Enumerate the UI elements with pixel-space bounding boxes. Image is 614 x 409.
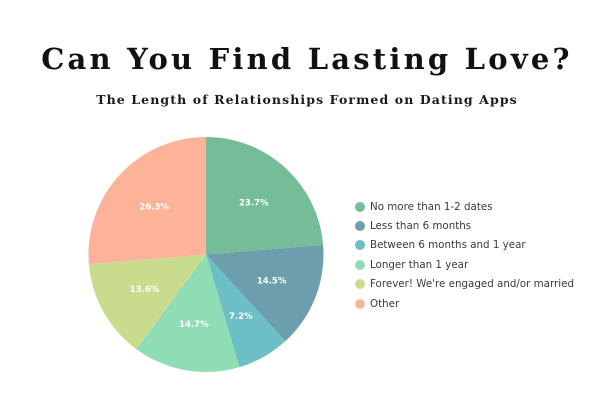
pie-slice[interactable] xyxy=(88,136,206,265)
pie-slice-label: 13.6% xyxy=(130,285,160,295)
legend-dot-icon xyxy=(355,259,365,270)
legend: No more than 1-2 dates Less than 6 month… xyxy=(355,197,574,313)
pie-slice-label: 26.3% xyxy=(139,203,169,213)
legend-label: No more than 1-2 dates xyxy=(370,200,493,213)
legend-label: Forever! We're engaged and/or married xyxy=(370,278,575,291)
legend-item-forever-engaged-married[interactable]: Forever! We're engaged and/or married xyxy=(355,275,574,294)
legend-label: Between 6 months and 1 year xyxy=(370,239,526,252)
legend-dot-icon xyxy=(355,298,365,309)
chart-title: Can You Find Lasting Love? xyxy=(41,42,573,76)
pie-slice-label: 7.2% xyxy=(229,312,253,322)
legend-label: Less than 6 months xyxy=(370,220,472,233)
legend-item-between-6-months-and-1-year[interactable]: Between 6 months and 1 year xyxy=(355,236,574,255)
pie-slices xyxy=(88,136,324,373)
legend-item-no-more-than-1-2-dates[interactable]: No more than 1-2 dates xyxy=(355,197,574,216)
pie-slice-label: 23.7% xyxy=(239,199,269,209)
pie-slice[interactable] xyxy=(136,254,240,373)
legend-dot-icon xyxy=(355,221,365,232)
pie-slice-labels: 23.7% 14.5% 7.2% 14.7% 13.6% 26.3% xyxy=(130,199,287,330)
pie-slice[interactable] xyxy=(88,254,206,350)
pie-slice-label: 14.5% xyxy=(257,276,287,286)
legend-dot-icon xyxy=(355,279,365,290)
chart-subtitle: The Length of Relationships Formed on Da… xyxy=(96,92,518,107)
pie-slice-label: 14.7% xyxy=(179,320,209,330)
pie-slice[interactable] xyxy=(206,254,286,368)
pie-slice[interactable] xyxy=(206,244,324,342)
legend-item-longer-than-1-year[interactable]: Longer than 1 year xyxy=(355,255,574,274)
legend-item-other[interactable]: Other xyxy=(355,294,574,313)
pie-slice[interactable] xyxy=(206,137,324,255)
legend-item-less-than-6-months[interactable]: Less than 6 months xyxy=(355,216,574,235)
legend-label: Longer than 1 year xyxy=(370,258,469,271)
legend-dot-icon xyxy=(355,201,365,212)
legend-dot-icon xyxy=(355,240,365,251)
legend-label: Other xyxy=(370,297,400,310)
